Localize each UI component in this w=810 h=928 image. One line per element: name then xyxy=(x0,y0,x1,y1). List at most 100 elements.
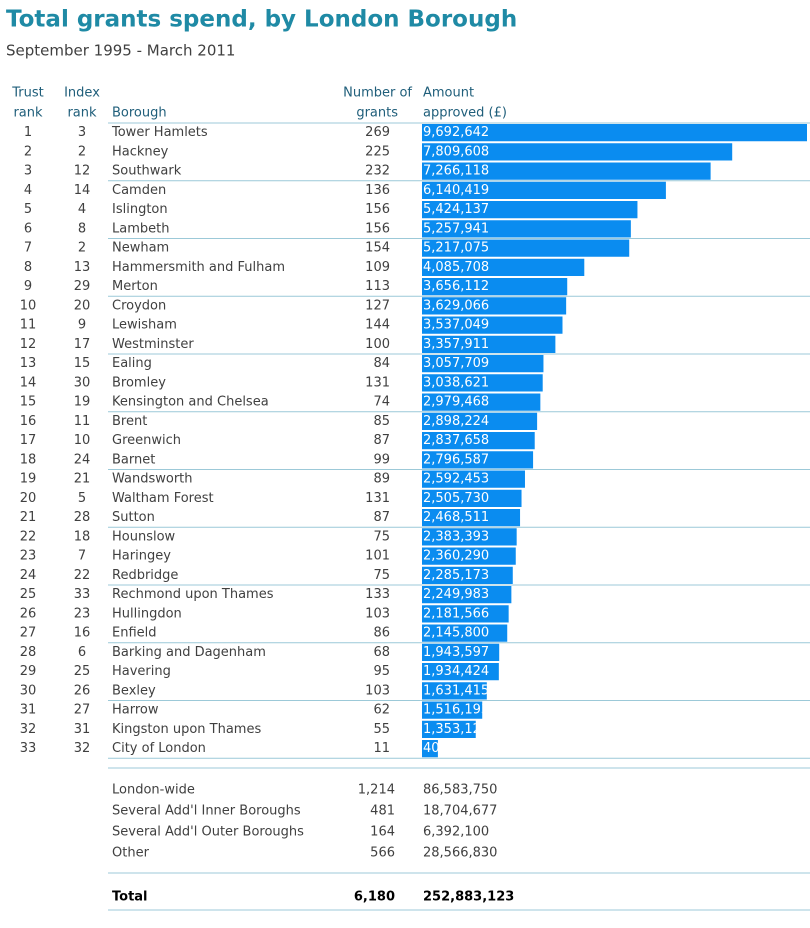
summary-amount: 6,392,100 xyxy=(423,825,489,840)
trust-rank: 33 xyxy=(20,741,37,756)
amount-bar xyxy=(422,547,516,565)
index-rank: 5 xyxy=(78,491,86,506)
amount-label: 3,629,066 xyxy=(423,298,489,313)
total-label: Total xyxy=(112,890,148,905)
trust-rank: 7 xyxy=(24,241,32,256)
borough: Ealing xyxy=(112,356,152,371)
header: grants xyxy=(356,106,398,121)
borough: Wandsworth xyxy=(112,472,193,487)
borough: Newham xyxy=(112,241,169,256)
amount-bar xyxy=(422,643,500,661)
grants: 103 xyxy=(365,606,390,621)
trust-rank: 13 xyxy=(20,356,37,371)
amount-label: 1,631,415 xyxy=(423,683,489,698)
amount-label: 5,424,137 xyxy=(423,202,489,217)
grants: 68 xyxy=(373,645,390,660)
borough: Bexley xyxy=(112,683,156,698)
amount-bar xyxy=(422,162,711,180)
amount-bar xyxy=(422,451,534,469)
borough: Hackney xyxy=(112,144,169,159)
amount-bar xyxy=(422,412,538,430)
index-rank: 14 xyxy=(74,183,91,198)
trust-rank: 23 xyxy=(20,549,37,564)
amount-label: 3,656,112 xyxy=(423,279,489,294)
trust-rank: 25 xyxy=(20,587,37,602)
borough: Camden xyxy=(112,183,166,198)
header: rank xyxy=(13,106,43,121)
index-rank: 18 xyxy=(74,529,91,544)
trust-rank: 6 xyxy=(24,221,32,236)
amount-bar xyxy=(422,528,517,546)
borough: Hammersmith and Fulham xyxy=(112,260,285,275)
trust-rank: 22 xyxy=(20,529,37,544)
trust-rank: 3 xyxy=(24,164,32,179)
trust-rank: 30 xyxy=(20,683,37,698)
amount-bar xyxy=(422,701,483,719)
grants: 225 xyxy=(365,144,390,159)
amount-bar xyxy=(422,470,525,488)
index-rank: 27 xyxy=(74,703,91,718)
header: Amount xyxy=(423,86,474,101)
trust-rank: 20 xyxy=(20,491,37,506)
amount-bar xyxy=(422,335,556,353)
borough: Merton xyxy=(112,279,158,294)
grants: 156 xyxy=(365,202,390,217)
trust-rank: 19 xyxy=(20,472,37,487)
trust-rank: 5 xyxy=(24,202,32,217)
grants: 84 xyxy=(373,356,390,371)
index-rank: 29 xyxy=(74,279,91,294)
amount-bar xyxy=(422,720,476,738)
amount-label: 2,468,511 xyxy=(423,510,489,525)
amount-bar xyxy=(422,124,807,142)
index-rank: 31 xyxy=(74,722,91,737)
amount-label: 3,038,621 xyxy=(423,375,489,390)
amount-label: 2,979,468 xyxy=(423,395,489,410)
index-rank: 23 xyxy=(74,606,91,621)
summary-label: London-wide xyxy=(112,783,195,798)
amount-bar xyxy=(422,509,521,527)
amount-bar xyxy=(422,316,563,334)
amount-bar xyxy=(422,566,513,584)
borough: Croydon xyxy=(112,298,166,313)
borough: Lewisham xyxy=(112,318,177,333)
grants: 269 xyxy=(365,125,390,140)
summary-label: Several Add'l Inner Boroughs xyxy=(112,804,301,819)
grants: 75 xyxy=(373,529,390,544)
trust-rank: 28 xyxy=(20,645,37,660)
borough: Harrow xyxy=(112,703,159,718)
amount-bar xyxy=(422,258,585,276)
borough: Islington xyxy=(112,202,168,217)
index-rank: 25 xyxy=(74,664,91,679)
index-rank: 10 xyxy=(74,433,91,448)
amount-bar xyxy=(422,239,630,257)
total-amount: 252,883,123 xyxy=(423,890,514,905)
trust-rank: 18 xyxy=(20,452,37,467)
trust-rank: 1 xyxy=(24,125,32,140)
amount-label: 2,796,587 xyxy=(423,452,489,467)
subtitle: September 1995 - March 2011 xyxy=(6,42,235,60)
grants: 100 xyxy=(365,337,390,352)
amount-label: 2,592,453 xyxy=(423,472,489,487)
amount-label: 5,257,941 xyxy=(423,221,489,236)
trust-rank: 2 xyxy=(24,144,32,159)
grants: 86 xyxy=(373,626,390,641)
amount-bar xyxy=(422,297,567,315)
amount-label: 2,181,566 xyxy=(423,606,489,621)
borough: Sutton xyxy=(112,510,155,525)
amount-bar xyxy=(422,374,543,392)
amount-bar xyxy=(422,278,568,296)
trust-rank: 4 xyxy=(24,183,32,198)
index-rank: 33 xyxy=(74,587,91,602)
grants: 133 xyxy=(365,587,390,602)
borough: Westminster xyxy=(112,337,194,352)
borough: Redbridge xyxy=(112,568,178,583)
amount-bar xyxy=(422,586,512,604)
grants: 62 xyxy=(373,703,390,718)
amount-label: 40 xyxy=(423,741,440,756)
summary-amount: 28,566,830 xyxy=(423,846,497,861)
grants: 131 xyxy=(365,375,390,390)
trust-rank: 21 xyxy=(20,510,37,525)
grants: 103 xyxy=(365,683,390,698)
header: Trust xyxy=(11,86,43,101)
index-rank: 2 xyxy=(78,241,86,256)
